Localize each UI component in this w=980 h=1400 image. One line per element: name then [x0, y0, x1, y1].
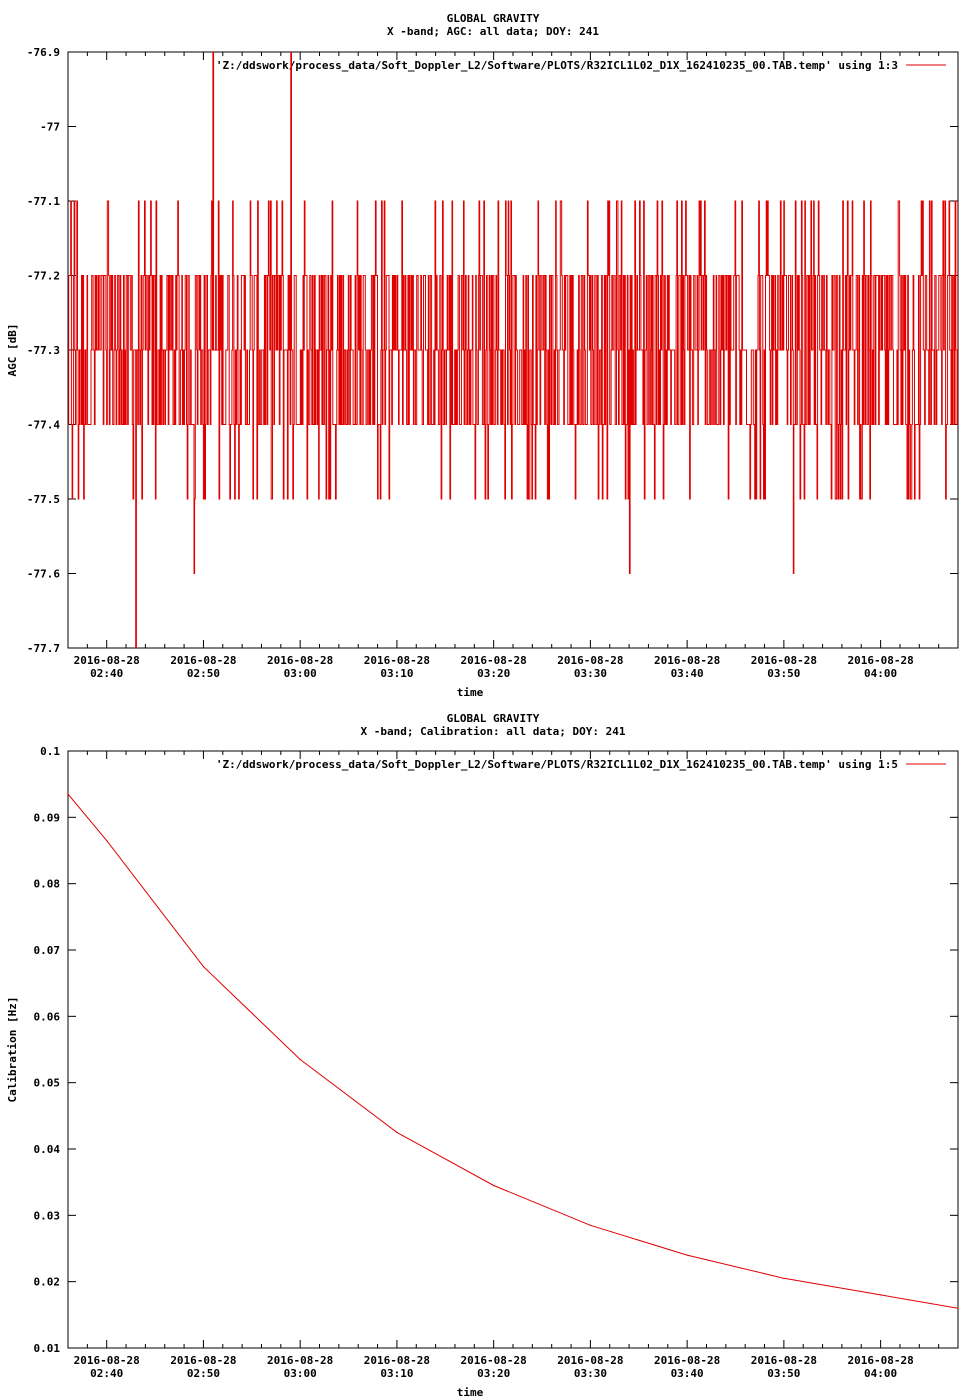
y-tick-label: 0.03 [34, 1209, 61, 1222]
x-tick-time: 03:00 [284, 667, 317, 680]
x-tick-time: 02:50 [187, 667, 220, 680]
y-tick-label: 0.01 [34, 1342, 61, 1355]
x-tick-date: 2016-08-28 [557, 654, 623, 667]
plot-frame [67, 750, 959, 1349]
x-tick-time: 03:50 [767, 667, 800, 680]
data-point [396, 1131, 398, 1133]
x-axis-label: time [457, 686, 484, 699]
y-tick-label: 0.02 [34, 1276, 61, 1289]
chart-title: GLOBAL GRAVITY [447, 712, 540, 725]
chart-subtitle: X -band; Calibration: all data; DOY: 241 [361, 725, 626, 738]
y-tick-label: -77.6 [27, 568, 60, 581]
legend-label: 'Z:/ddswork/process_data/Soft_Doppler_L2… [216, 59, 898, 72]
y-tick-label: -77 [40, 121, 60, 134]
data-point [880, 1294, 882, 1296]
y-tick-label: 0.07 [34, 944, 61, 957]
data-point [202, 966, 204, 968]
y-tick-label: 0.04 [34, 1143, 61, 1156]
series-line [68, 52, 958, 648]
chart-subtitle: X -band; AGC: all data; DOY: 241 [387, 25, 599, 38]
x-tick-date: 2016-08-28 [364, 1354, 430, 1367]
y-tick-label: 0.08 [34, 878, 61, 891]
x-tick-date: 2016-08-28 [170, 654, 236, 667]
x-tick-date: 2016-08-28 [557, 1354, 623, 1367]
y-tick-label: 0.09 [34, 811, 61, 824]
x-tick-time: 03:20 [477, 1367, 510, 1380]
x-tick-date: 2016-08-28 [461, 654, 527, 667]
x-tick-date: 2016-08-28 [74, 654, 140, 667]
x-tick-date: 2016-08-28 [654, 1354, 720, 1367]
x-tick-time: 03:20 [477, 667, 510, 680]
x-tick-time: 03:40 [671, 1367, 704, 1380]
data-point [686, 1254, 688, 1256]
x-tick-time: 03:30 [574, 1367, 607, 1380]
y-tick-label: -77.3 [27, 344, 60, 357]
data-point [67, 793, 69, 795]
x-tick-time: 03:50 [767, 1367, 800, 1380]
legend-label: 'Z:/ddswork/process_data/Soft_Doppler_L2… [216, 758, 898, 771]
y-tick-label: 0.05 [34, 1077, 61, 1090]
y-tick-label: -76.9 [27, 46, 60, 59]
data-point [493, 1184, 495, 1187]
x-tick-time: 03:10 [380, 1367, 413, 1380]
y-tick-label: -77.2 [27, 270, 60, 283]
series-line [68, 793, 958, 1309]
x-tick-time: 03:00 [284, 1367, 317, 1380]
data-point [589, 1224, 592, 1226]
x-tick-date: 2016-08-28 [751, 1354, 817, 1367]
x-tick-date: 2016-08-28 [364, 654, 430, 667]
data-point [783, 1277, 785, 1279]
x-tick-date: 2016-08-28 [170, 1354, 236, 1367]
x-tick-date: 2016-08-28 [751, 654, 817, 667]
x-tick-date: 2016-08-28 [267, 654, 333, 667]
x-tick-time: 04:00 [864, 1367, 897, 1380]
x-tick-date: 2016-08-28 [267, 1354, 333, 1367]
y-tick-label: -77.1 [27, 195, 60, 208]
data-point [299, 1058, 301, 1061]
x-tick-time: 04:00 [864, 667, 897, 680]
x-tick-time: 03:10 [380, 667, 413, 680]
x-tick-date: 2016-08-28 [461, 1354, 527, 1367]
data-point [957, 1307, 959, 1309]
x-tick-time: 02:40 [90, 1367, 123, 1380]
x-tick-date: 2016-08-28 [847, 1354, 913, 1367]
y-tick-label: 0.06 [34, 1010, 61, 1023]
x-axis-label: time [457, 1386, 484, 1399]
x-tick-date: 2016-08-28 [74, 1354, 140, 1367]
y-axis-label: Calibration [Hz] [6, 997, 19, 1103]
y-axis-label: AGC [dB] [6, 324, 19, 377]
x-tick-time: 03:30 [574, 667, 607, 680]
x-tick-date: 2016-08-28 [847, 654, 913, 667]
chart-title: GLOBAL GRAVITY [447, 12, 540, 25]
y-tick-label: -77.4 [27, 419, 60, 432]
y-tick-label: -77.5 [27, 493, 60, 506]
y-tick-label: 0.1 [40, 745, 60, 758]
x-tick-time: 02:40 [90, 667, 123, 680]
x-tick-time: 02:50 [187, 1367, 220, 1380]
x-tick-time: 03:40 [671, 667, 704, 680]
x-tick-date: 2016-08-28 [654, 654, 720, 667]
y-tick-label: -77.7 [27, 642, 60, 655]
data-point [106, 840, 108, 842]
